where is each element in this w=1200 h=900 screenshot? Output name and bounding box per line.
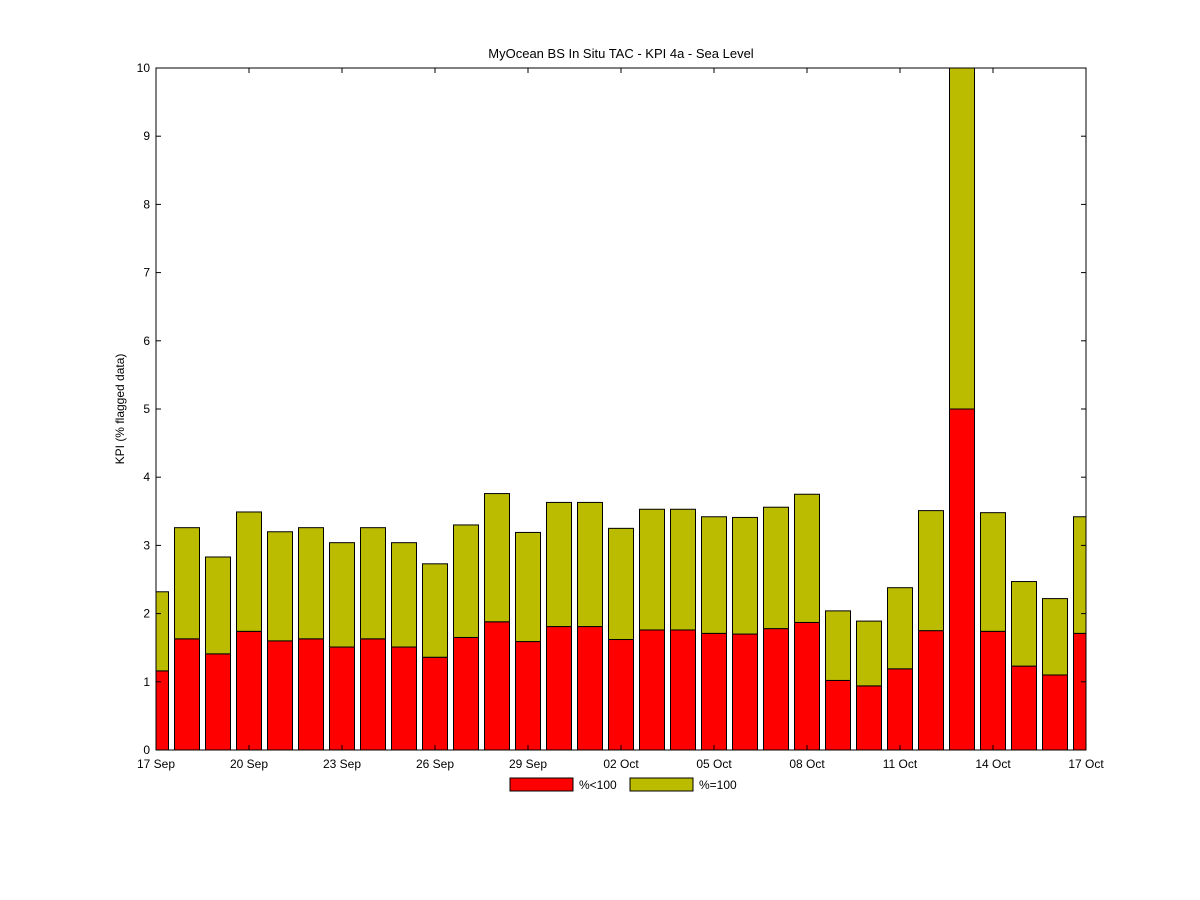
bar-below-100 [980,630,1006,751]
bar-below-100 [156,670,169,751]
bar-below-100 [546,626,572,751]
x-tick-label: 20 Sep [230,757,268,771]
y-tick-label: 7 [143,266,150,280]
bar-equal-100 [732,516,758,635]
y-tick-label: 3 [143,538,150,552]
y-tick-label: 10 [137,61,151,75]
bar-equal-100 [360,527,386,640]
bar-below-100 [856,685,882,751]
bar-equal-100 [701,516,727,634]
x-tick-label: 17 Oct [1068,757,1104,771]
legend-label-equal-100: %=100 [699,778,737,792]
bar-equal-100 [825,610,851,681]
bar-equal-100 [794,493,820,623]
bar-equal-100 [980,512,1006,632]
axes-group: 0 1 2 3 4 5 6 7 8 9 10 17 Sep 20 Sep 23 Sep 26 Sep 29 S… [137,61,1105,771]
legend-swatch-below-100 [509,777,574,792]
bar-equal-100 [174,527,200,640]
bar-below-100 [701,632,727,751]
bar-below-100 [918,630,944,751]
bar-equal-100 [1073,516,1086,634]
bar-equal-100 [670,508,696,631]
bar-below-100 [670,629,696,751]
bar-equal-100 [422,563,448,658]
bar-equal-100 [453,524,479,638]
y-tick-label: 6 [143,334,150,348]
bar-equal-100 [887,587,913,670]
x-tick-label: 05 Oct [696,757,732,771]
bar-below-100 [515,641,541,751]
bar-below-100 [360,638,386,751]
bar-below-100 [329,646,355,751]
bars-group [156,67,1086,751]
bar-equal-100 [1011,581,1037,667]
bar-below-100 [763,628,789,751]
bar-equal-100 [298,527,324,640]
bar-equal-100 [546,501,572,628]
bar-equal-100 [329,542,355,648]
bar-below-100 [298,638,324,751]
bar-below-100 [205,653,231,751]
bar-below-100 [794,621,820,751]
legend-label-below-100: %<100 [579,778,617,792]
bar-below-100 [484,621,510,751]
bar-below-100 [639,629,665,751]
bar-below-100 [453,636,479,751]
bar-equal-100 [763,506,789,630]
bar-equal-100 [608,527,634,641]
bar-equal-100 [856,620,882,687]
bar-below-100 [887,668,913,751]
bar-equal-100 [205,556,231,655]
bar-below-100 [391,646,417,751]
x-tick-label: 23 Sep [323,757,361,771]
x-tick-label: 08 Oct [789,757,825,771]
x-tick-label: 14 Oct [975,757,1011,771]
x-tick-label: 11 Oct [883,757,918,771]
legend-swatch-equal-100 [629,777,694,792]
y-tick-label: 1 [143,675,150,689]
y-tick-label: 8 [143,197,150,211]
y-tick-label: 4 [143,470,150,484]
bar-equal-100 [577,501,603,628]
y-axis-label: KPI (% flagged data) [113,354,127,465]
bar-below-100 [1042,674,1068,751]
bar-below-100 [267,640,293,751]
bar-below-100 [236,630,262,751]
y-tick-label: 2 [143,607,150,621]
y-tick-label: 0 [143,743,150,757]
bar-below-100 [422,656,448,751]
bar-below-100 [949,408,975,751]
bar-equal-100 [236,511,262,632]
x-tick-label: 29 Sep [509,757,547,771]
bar-below-100 [1073,632,1086,751]
x-tick-label: 02 Oct [603,757,639,771]
bar-equal-100 [1042,598,1068,676]
bar-below-100 [1011,665,1037,751]
bar-equal-100 [639,508,665,631]
bar-below-100 [608,639,634,751]
bar-below-100 [577,626,603,751]
bar-below-100 [732,633,758,751]
x-tick-label: 26 Sep [416,757,454,771]
bar-equal-100 [267,531,293,642]
chart-title: MyOcean BS In Situ TAC - KPI 4a - Sea Le… [488,46,754,61]
x-tick-label: 17 Sep [137,757,175,771]
bar-equal-100 [484,493,510,623]
bar-equal-100 [918,510,944,632]
bar-equal-100 [156,591,169,672]
bar-below-100 [174,638,200,751]
y-tick-label: 9 [143,129,150,143]
y-tick-label: 5 [143,402,150,416]
bar-equal-100 [391,542,417,648]
bar-equal-100 [949,67,975,410]
bar-equal-100 [515,531,541,643]
legend: %<100 %=100 [509,777,745,792]
bar-below-100 [825,679,851,751]
